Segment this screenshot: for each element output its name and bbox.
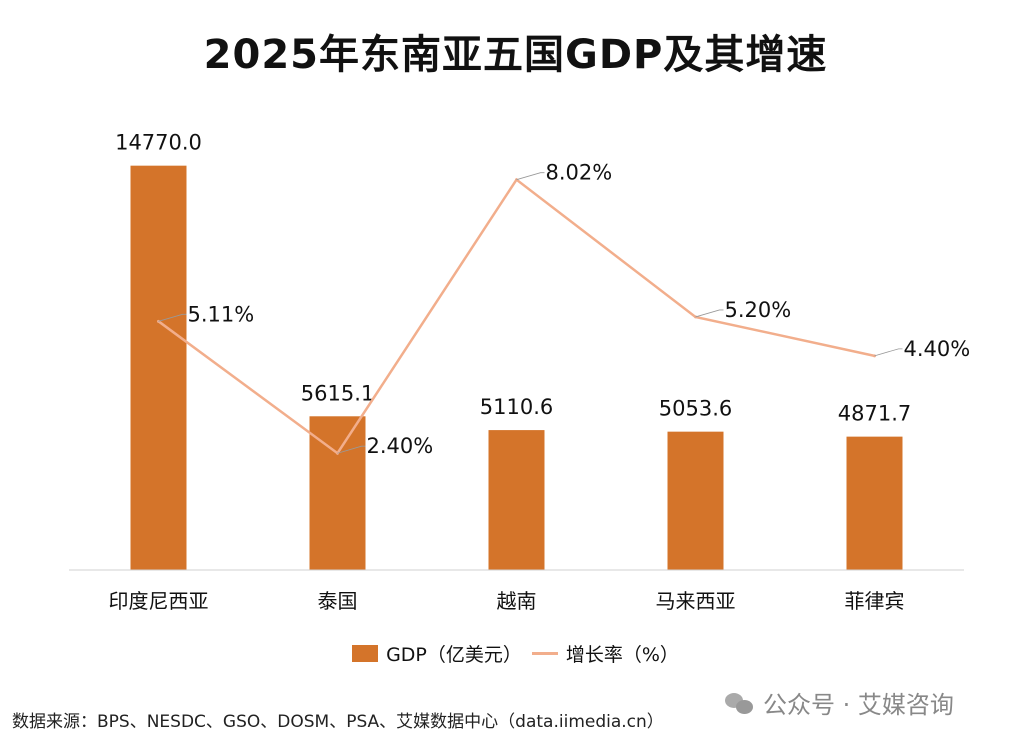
data-source: 数据来源：BPS、NESDC、GSO、DOSM、PSA、艾媒数据中心（data.… [12, 712, 664, 732]
x-tick-label: 马来西亚 [656, 589, 736, 613]
legend-label-gdp: GDP（亿美元） [386, 644, 522, 666]
line-data-label: 5.11% [188, 302, 255, 326]
x-tick-label: 泰国 [318, 589, 358, 613]
watermark: 公众号 · 艾媒咨询 [725, 685, 954, 720]
bar-data-label: 5615.1 [301, 381, 374, 405]
bar-0 [130, 165, 187, 570]
line-data-label: 4.40% [904, 337, 971, 361]
legend-item-gdp[interactable]: GDP（亿美元） [352, 640, 522, 667]
x-tick-label: 越南 [497, 589, 537, 613]
bar-4 [846, 436, 903, 570]
bar-1 [309, 416, 366, 570]
bar-data-label: 4871.7 [838, 402, 911, 426]
bar-data-label: 14770.0 [115, 131, 202, 155]
legend-swatch-bar [352, 645, 379, 662]
leader-line [516, 172, 545, 181]
legend: GDP（亿美元） 增长率（%） [0, 640, 1031, 667]
bar-data-label: 5053.6 [659, 397, 732, 421]
watermark-text: 公众号 · 艾媒咨询 [763, 691, 954, 719]
bar-3 [667, 431, 724, 570]
bar-2 [488, 430, 545, 570]
x-tick-label: 印度尼西亚 [109, 589, 209, 613]
leader-line [158, 313, 187, 322]
legend-label-growth: 增长率（%） [565, 644, 679, 666]
bar-data-label: 5110.6 [480, 395, 553, 419]
x-tick-label: 菲律宾 [845, 589, 905, 613]
line-data-label: 2.40% [367, 434, 434, 458]
wechat-icon [725, 691, 755, 715]
line-data-label: 5.20% [725, 298, 792, 322]
legend-swatch-line [531, 652, 558, 655]
line-data-label: 8.02% [546, 161, 613, 185]
leader-line [695, 309, 724, 318]
chart-title: 2025年东南亚五国GDP及其增速 [203, 32, 828, 78]
leader-line [337, 445, 366, 454]
legend-item-growth[interactable]: 增长率（%） [531, 640, 679, 667]
leader-line [874, 348, 903, 357]
